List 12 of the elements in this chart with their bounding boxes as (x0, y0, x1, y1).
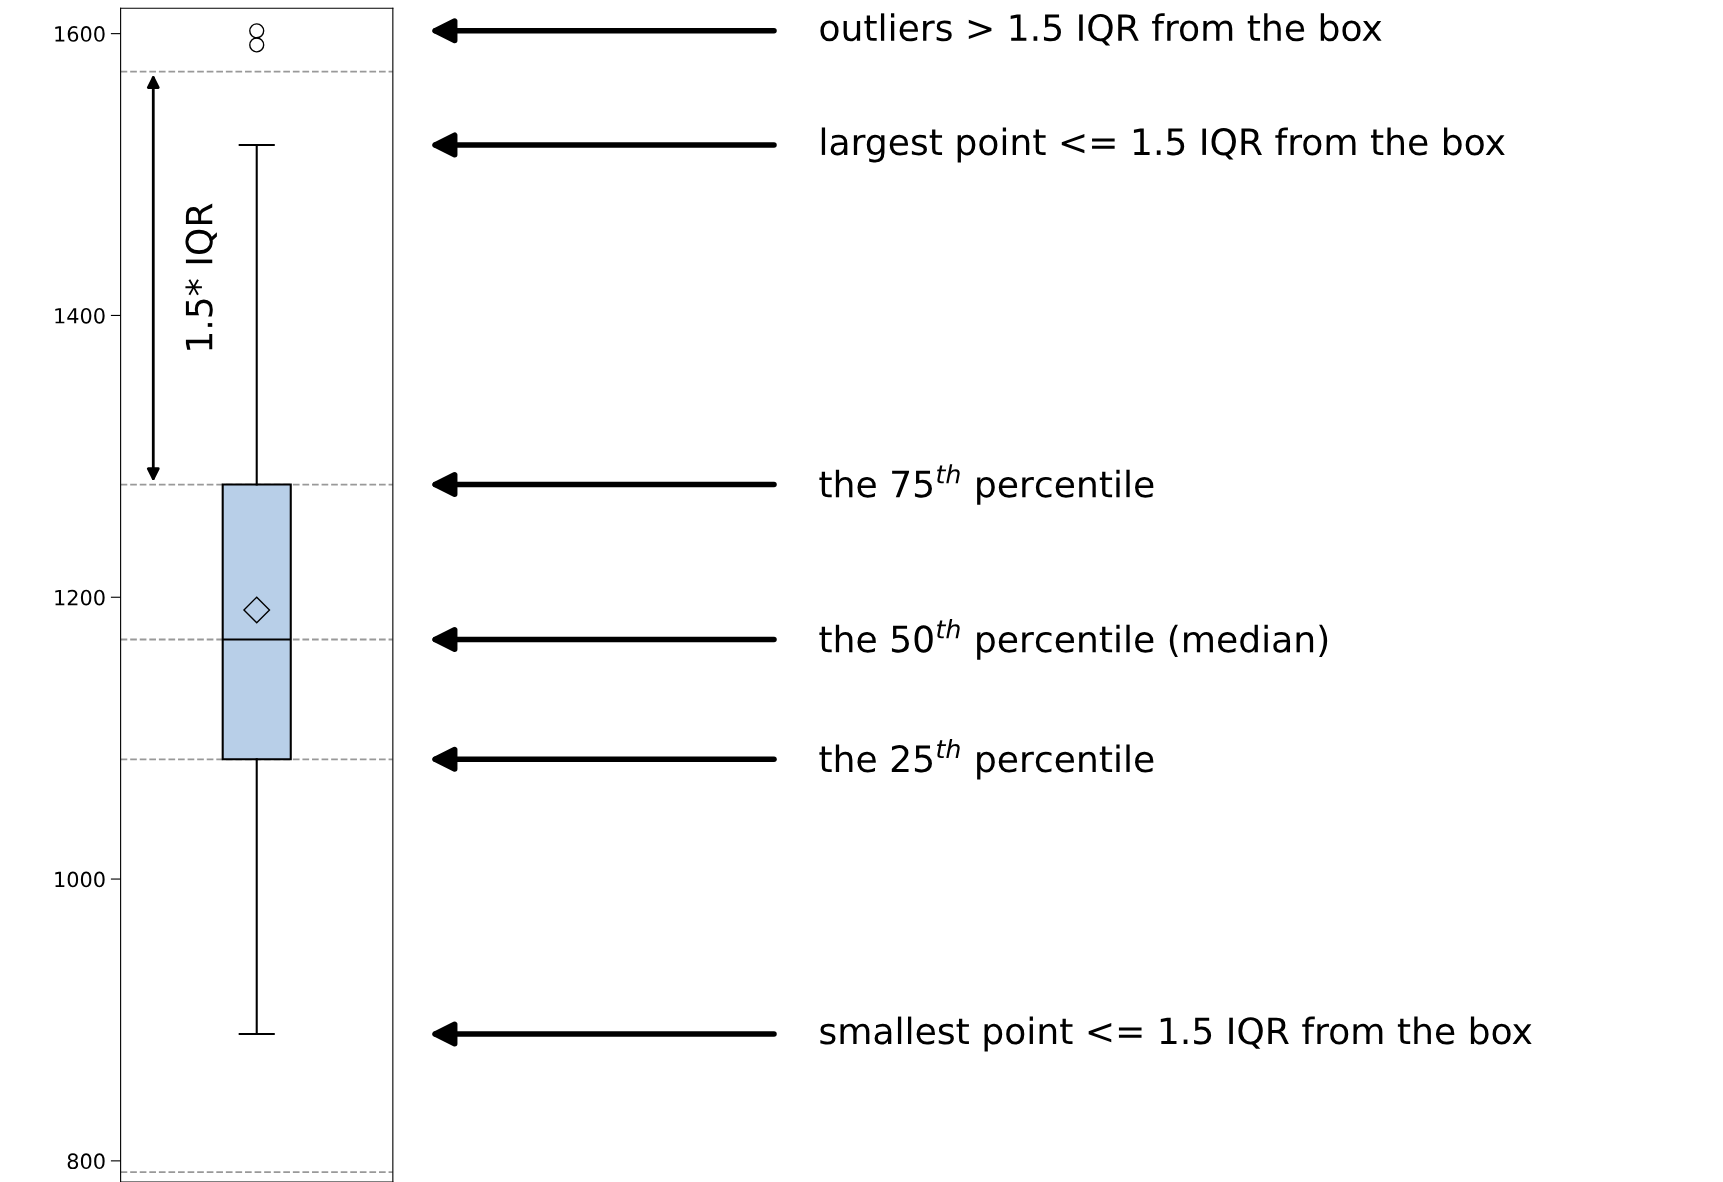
text: the 25$^{th}$ percentile (819, 738, 1154, 780)
text: smallest point <= 1.5 IQR from the box (820, 1016, 1532, 1052)
text: the 75$^{th}$ percentile (819, 464, 1154, 505)
annotation: 1.5* IQR (185, 203, 217, 350)
y-tick-label: 1000 (55, 871, 105, 888)
y-tick-label: 1400 (55, 307, 105, 324)
y-tick-label: 1600 (55, 26, 105, 42)
text: outliers > 1.5 IQR from the box (820, 13, 1382, 46)
y-tick-label: 800 (67, 1153, 105, 1170)
text: the 50$^{th}$ percentile (median) (819, 619, 1328, 660)
y-tick-label: 1200 (55, 589, 105, 606)
text: largest point <= 1.5 IQR from the box (821, 127, 1505, 163)
